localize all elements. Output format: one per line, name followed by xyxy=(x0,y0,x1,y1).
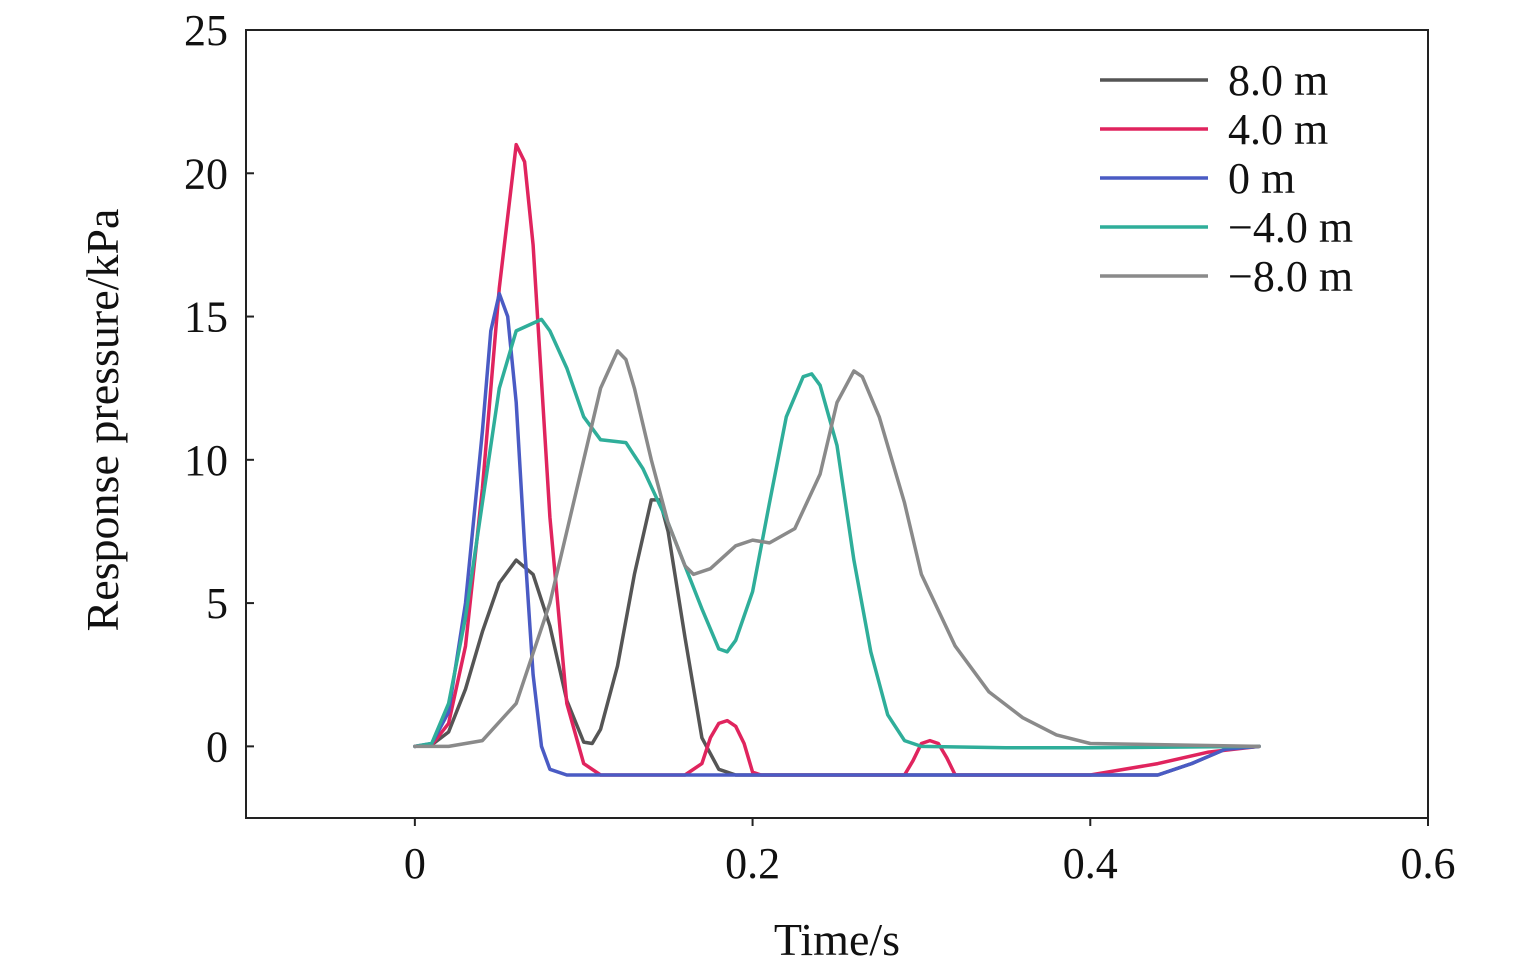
x-tick-label: 0.4 xyxy=(1063,839,1118,888)
legend-label: 4.0 m xyxy=(1228,105,1328,154)
series-line-4 xyxy=(413,317,1261,750)
y-axis-label: Response pressure/kPa xyxy=(77,209,128,632)
plot-frame xyxy=(245,29,1429,819)
ticks-layer: 0 0.2 0.4 0.6 0 5 10 15 20 25 xyxy=(184,6,1456,888)
y-tick-label: 5 xyxy=(206,579,228,628)
y-tick-label: 20 xyxy=(184,149,228,198)
series-layer xyxy=(413,142,1261,777)
y-tick-label: 10 xyxy=(184,436,228,485)
series-line-3 xyxy=(413,291,1261,777)
y-tick-label: 0 xyxy=(206,722,228,771)
x-tick-label: 0.6 xyxy=(1401,839,1456,888)
legend: 8.0 m4.0 m0 m−4.0 m−8.0 m xyxy=(1100,56,1353,301)
legend-label: 0 m xyxy=(1228,154,1295,203)
x-tick-label: 0 xyxy=(404,839,426,888)
legend-label: −8.0 m xyxy=(1228,252,1353,301)
x-tick-label: 0.2 xyxy=(725,839,780,888)
x-axis-label: Time/s xyxy=(774,914,900,965)
y-tick-label: 15 xyxy=(184,293,228,342)
legend-label: −4.0 m xyxy=(1228,203,1353,252)
series-line-5 xyxy=(413,349,1261,749)
y-tick-label: 25 xyxy=(184,6,228,55)
series-line-2 xyxy=(413,142,1261,777)
legend-label: 8.0 m xyxy=(1228,56,1328,105)
